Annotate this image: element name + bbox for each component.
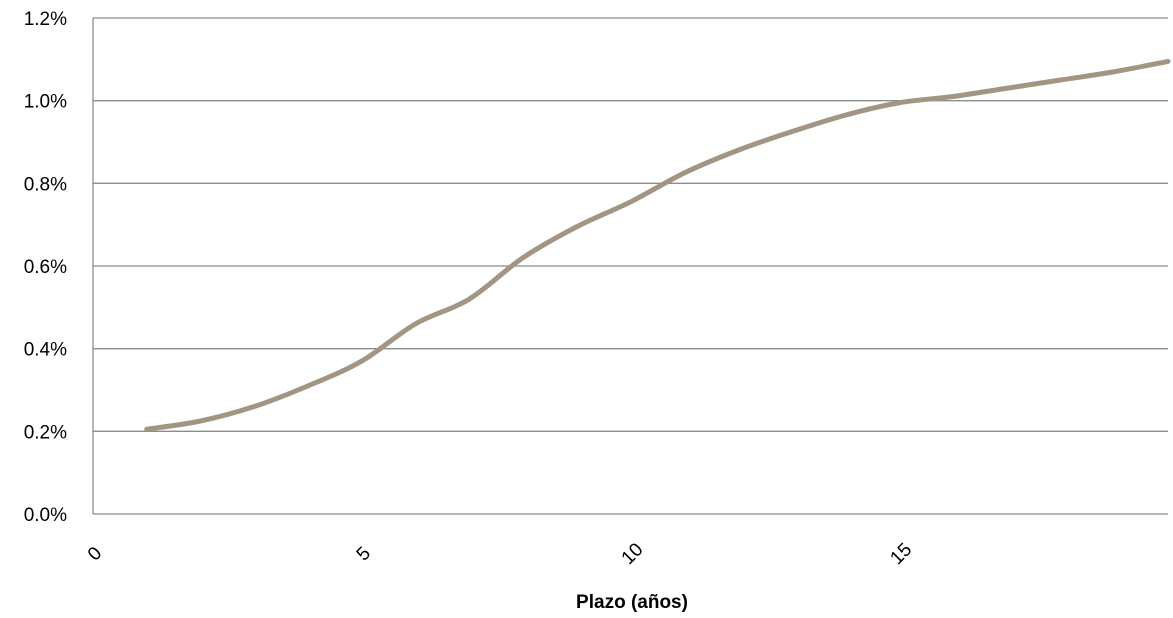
y-tick-label: 0.4% [24,340,67,361]
series-line [144,58,1171,432]
axes [92,18,1168,515]
x-axis-title: Plazo (años) [576,592,688,613]
x-tick-label: 0 [84,543,106,565]
y-tick-label: 0.6% [24,257,67,278]
y-tick-label: 1.0% [24,92,67,113]
gridlines [93,17,1168,432]
x-tick-label: 5 [353,543,375,565]
y-tick-labels: 0.0% 0.2% 0.4% 0.6% 0.8% 1.0% 1.2% [24,9,67,526]
x-tick-label: 15 [886,539,916,569]
y-tick-label: 0.2% [24,422,67,443]
series-layer [144,58,1171,432]
y-tick-label: 0.8% [24,174,67,195]
x-tick-labels: 0 5 10 15 [84,539,916,569]
x-tick-label: 10 [618,539,648,569]
y-tick-label: 1.2% [24,9,67,30]
y-tick-label: 0.0% [24,505,67,526]
